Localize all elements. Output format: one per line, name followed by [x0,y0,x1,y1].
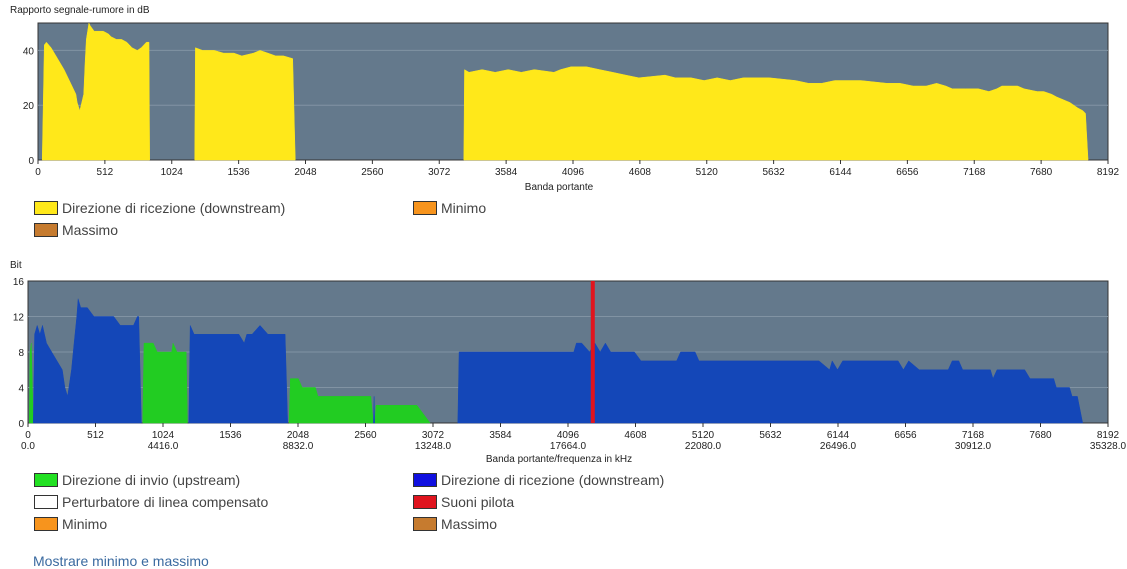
x-tick-label: 1536 [228,167,251,178]
legend-label: Suoni pilota [441,494,515,510]
series-area [463,66,1089,161]
legend-label: Perturbatore di linea compensato [62,494,269,510]
x-tick-label: 6656 [894,430,917,441]
legend-label: Massimo [441,516,498,532]
bits-chart: Bit 0 512 1024 1536 2048 2560 3072 3584 4096 4608… [10,260,1127,465]
legend-label: Direzione di ricezione (downstream) [62,200,286,216]
x-tick-label: 2560 [354,430,377,441]
y-tick-label: 0 [18,419,24,430]
series-area [457,342,1084,424]
y-tick-label: 0 [28,156,34,167]
x-tick-label: 2048 [294,167,317,178]
legend-item-bits-upstream[interactable]: Direzione di invio (upstream) [34,471,240,489]
series-area [194,47,296,161]
x-tick-label: 1536 [219,430,242,441]
series-area [29,343,34,424]
snr-chart-title: Rapporto segnale-rumore in dB [10,5,150,16]
x-tick-khz-label: 35328.0 [1090,441,1127,452]
x-tick-label: 8192 [1097,430,1120,441]
bits-x-axis-label: Banda portante/frequenza in kHz [486,454,632,465]
x-tick-label: 7680 [1030,167,1053,178]
x-tick-label: 4096 [557,430,580,441]
x-tick-label: 3072 [422,430,445,441]
legend-item-snr-massimo[interactable]: Massimo [34,221,118,239]
x-tick-label: 2048 [287,430,310,441]
x-tick-label: 0 [35,167,41,178]
x-tick-label: 3584 [489,430,512,441]
x-tick-label: 6144 [829,167,852,178]
x-tick-label: 7680 [1029,430,1052,441]
x-tick-khz-label: 4416.0 [148,441,179,452]
legend-item-snr-minimo[interactable]: Minimo [413,199,486,217]
x-tick-khz-label: 22080.0 [685,441,722,452]
x-tick-label: 6144 [827,430,850,441]
x-tick-label: 512 [97,167,114,178]
downstream-swatch [413,473,437,487]
y-tick-label: 8 [18,348,24,359]
x-tick-khz-label: 26496.0 [820,441,857,452]
massimo-swatch [34,223,58,237]
x-tick-label: 2560 [361,167,384,178]
x-tick-label: 3584 [495,167,518,178]
x-tick-khz-label: 17664.0 [550,441,587,452]
minimo-swatch [413,201,437,215]
x-tick-khz-label: 0.0 [21,441,35,452]
massimo-swatch [413,517,437,531]
x-tick-khz-label: 8832.0 [283,441,314,452]
y-tick-label: 20 [23,101,35,112]
series-area [188,325,288,424]
legend-label: Massimo [62,222,119,238]
series-area [374,405,431,424]
downstream-swatch [34,201,58,215]
show-min-max-link[interactable]: Mostrare minimo e massimo [33,553,209,569]
x-tick-label: 4608 [624,430,647,441]
x-tick-label: 512 [87,430,104,441]
x-tick-khz-label: 13248.0 [415,441,452,452]
legend-label: Direzione di ricezione (downstream) [441,472,665,488]
series-area [33,298,142,424]
legend-item-bits-massimo[interactable]: Massimo [413,515,497,533]
minimo-swatch [34,517,58,531]
x-tick-label: 4096 [562,167,585,178]
series-area [373,396,375,424]
x-tick-label: 4608 [629,167,652,178]
x-tick-label: 5120 [696,167,719,178]
snr-x-axis-label: Banda portante [525,182,594,193]
legend-item-bits-downstream[interactable]: Direzione di ricezione (downstream) [413,471,664,489]
x-tick-label: 7168 [963,167,986,178]
x-tick-label: 5632 [759,430,782,441]
legend-label: Minimo [62,516,108,532]
legend-item-snr-downstream[interactable]: Direzione di ricezione (downstream) [34,199,285,217]
x-tick-khz-label: 30912.0 [955,441,992,452]
perturbatore-swatch [34,495,58,509]
x-tick-label: 0 [25,430,31,441]
series-area [142,342,188,424]
y-tick-label: 40 [23,46,35,57]
y-tick-label: 16 [13,277,25,288]
x-tick-label: 5632 [763,167,786,178]
y-tick-label: 12 [13,313,25,324]
series-area [41,22,150,161]
legend-label: Minimo [441,200,487,216]
legend-label: Direzione di invio (upstream) [62,472,241,488]
x-tick-label: 3072 [428,167,451,178]
series-area [288,378,374,424]
x-tick-label: 7168 [962,430,985,441]
x-tick-label: 1024 [152,430,175,441]
legend-item-bits-perturbatore[interactable]: Perturbatore di linea compensato [34,493,268,511]
pilota-swatch [413,495,437,509]
x-tick-label: 6656 [896,167,919,178]
legend-item-bits-minimo[interactable]: Minimo [34,515,107,533]
x-tick-label: 8192 [1097,167,1120,178]
legend-item-bits-pilota[interactable]: Suoni pilota [413,493,514,511]
upstream-swatch [34,473,58,487]
snr-chart: Rapporto segnale-rumore in dB 0 512 1024 15… [10,5,1120,193]
x-tick-label: 1024 [161,167,184,178]
y-tick-label: 4 [18,384,24,395]
x-tick-label: 5120 [692,430,715,441]
bits-chart-title: Bit [10,260,22,271]
